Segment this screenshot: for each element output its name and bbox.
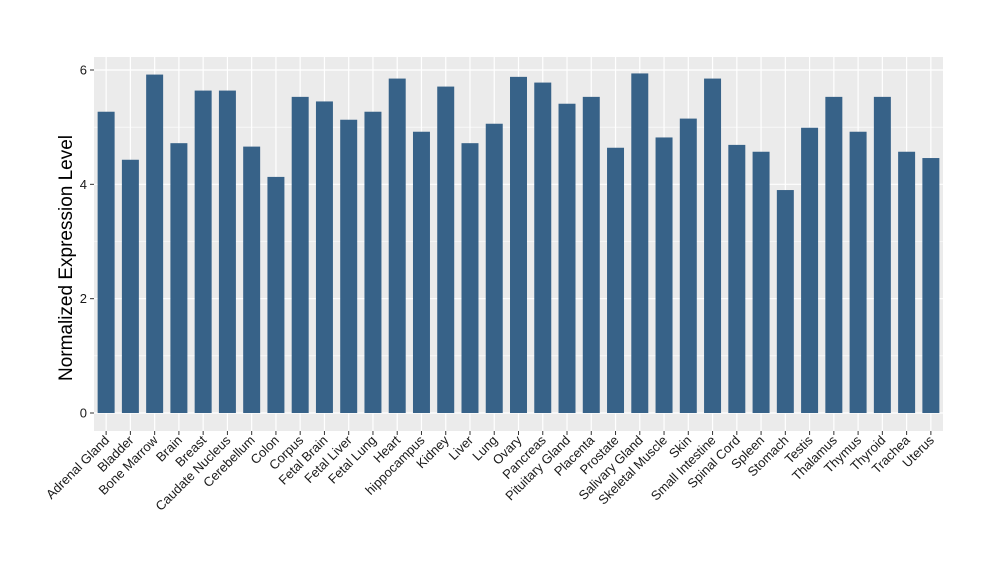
bar bbox=[873, 96, 891, 413]
bar bbox=[437, 86, 455, 413]
y-tick-label: 0 bbox=[80, 406, 87, 421]
bar bbox=[898, 151, 916, 413]
bar bbox=[194, 90, 212, 413]
bar bbox=[146, 74, 164, 413]
bar bbox=[364, 111, 382, 414]
bar bbox=[825, 96, 843, 413]
bar bbox=[243, 146, 261, 413]
bar bbox=[631, 73, 649, 414]
bar bbox=[776, 190, 794, 413]
bar bbox=[315, 101, 333, 414]
bar bbox=[170, 143, 188, 413]
bar bbox=[558, 103, 576, 413]
x-tick-label: Liver bbox=[446, 432, 477, 463]
bar bbox=[849, 131, 867, 414]
bar bbox=[485, 123, 503, 413]
bar bbox=[655, 137, 673, 413]
bar bbox=[704, 78, 722, 413]
bar bbox=[291, 96, 309, 413]
bar bbox=[801, 127, 819, 413]
bar bbox=[340, 119, 358, 414]
y-tick-label: 4 bbox=[80, 177, 87, 192]
bar bbox=[922, 158, 940, 413]
bar bbox=[728, 144, 746, 413]
bar bbox=[121, 159, 139, 413]
bar bbox=[97, 111, 115, 414]
bar bbox=[388, 78, 406, 413]
bar bbox=[218, 90, 236, 413]
y-tick-label: 6 bbox=[80, 63, 87, 78]
bar bbox=[412, 131, 430, 414]
bar bbox=[461, 143, 479, 413]
bar bbox=[752, 151, 770, 413]
y-axis: 0 2 4 6 bbox=[80, 63, 94, 421]
bar bbox=[679, 118, 697, 413]
bar bbox=[607, 147, 625, 413]
y-axis-title: Normalized Expression Level bbox=[56, 135, 77, 381]
bar bbox=[582, 96, 600, 413]
bars bbox=[97, 73, 940, 414]
bar bbox=[510, 76, 527, 414]
bar bbox=[267, 176, 285, 413]
bar bbox=[534, 82, 552, 414]
y-tick-label: 2 bbox=[80, 291, 87, 306]
